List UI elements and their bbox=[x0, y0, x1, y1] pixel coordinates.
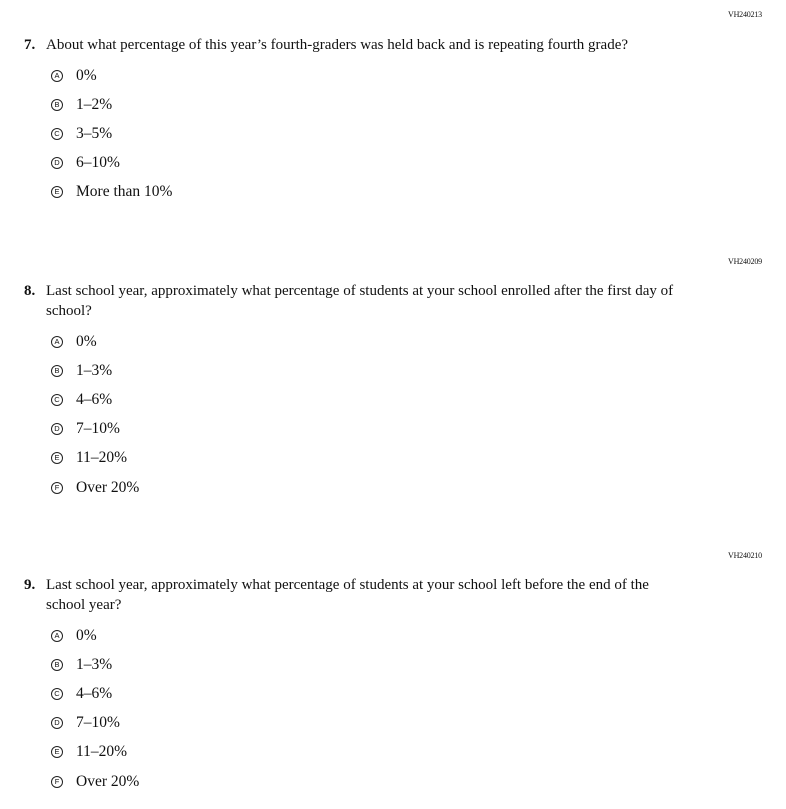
option-d[interactable]: D 6–10% bbox=[51, 149, 684, 178]
question-number: 9. bbox=[24, 577, 36, 593]
option-a[interactable]: A 0% bbox=[51, 327, 684, 356]
option-f[interactable]: F Over 20% bbox=[51, 767, 684, 796]
option-label: 1–3% bbox=[76, 361, 113, 379]
option-label: Over 20% bbox=[76, 478, 140, 496]
option-label: 7–10% bbox=[76, 420, 120, 438]
option-d[interactable]: D 7–10% bbox=[51, 709, 684, 738]
option-label: 6–10% bbox=[76, 154, 120, 172]
question-text: Last school year, approximately what per… bbox=[46, 577, 649, 613]
option-a[interactable]: A 0% bbox=[51, 61, 684, 90]
option-e[interactable]: E 11–20% bbox=[51, 738, 684, 767]
option-label: 11–20% bbox=[76, 743, 128, 761]
option-c[interactable]: C 3–5% bbox=[51, 119, 684, 148]
item-code: VH240209 bbox=[728, 257, 762, 266]
radio-bubble[interactable]: B bbox=[51, 658, 63, 671]
item-code: VH240210 bbox=[728, 551, 762, 560]
question-8: 8. Last school year, approximately what … bbox=[24, 281, 684, 506]
radio-bubble[interactable]: C bbox=[51, 393, 63, 406]
option-label: 3–5% bbox=[76, 124, 113, 142]
option-a[interactable]: A 0% bbox=[51, 621, 684, 650]
option-b[interactable]: B 1–3% bbox=[51, 650, 684, 679]
radio-bubble[interactable]: B bbox=[51, 364, 63, 377]
radio-bubble[interactable]: A bbox=[51, 69, 63, 82]
option-c[interactable]: C 4–6% bbox=[51, 679, 684, 708]
item-code: VH240213 bbox=[728, 10, 762, 19]
radio-bubble[interactable]: E bbox=[51, 186, 63, 199]
radio-bubble[interactable]: B bbox=[51, 98, 63, 111]
option-label: 4–6% bbox=[76, 390, 113, 408]
option-label: 4–6% bbox=[76, 684, 113, 702]
option-label: 1–3% bbox=[76, 655, 113, 673]
option-d[interactable]: D 7–10% bbox=[51, 415, 684, 444]
option-label: 7–10% bbox=[76, 714, 120, 732]
option-label: 1–2% bbox=[76, 95, 113, 113]
option-b[interactable]: B 1–3% bbox=[51, 356, 684, 385]
option-e[interactable]: E 11–20% bbox=[51, 444, 684, 473]
option-c[interactable]: C 4–6% bbox=[51, 385, 684, 414]
option-b[interactable]: B 1–2% bbox=[51, 90, 684, 119]
question-text: Last school year, approximately what per… bbox=[46, 283, 674, 319]
radio-bubble[interactable]: E bbox=[51, 452, 63, 465]
option-label: Over 20% bbox=[76, 772, 140, 790]
option-label: 11–20% bbox=[76, 449, 128, 467]
answer-options: A 0% B 1–3% C 4–6% D 7–10% E 11–20% F Over 20% bbox=[24, 327, 684, 502]
radio-bubble[interactable]: F bbox=[51, 481, 63, 494]
question-text: About what percentage of this year’s fou… bbox=[46, 37, 629, 53]
radio-bubble[interactable]: C bbox=[51, 687, 63, 700]
radio-bubble[interactable]: E bbox=[51, 746, 63, 759]
question-9: 9. Last school year, approximately what … bbox=[24, 575, 684, 800]
option-label: 0% bbox=[76, 626, 97, 644]
radio-bubble[interactable]: C bbox=[51, 127, 63, 140]
option-label: More than 10% bbox=[76, 183, 173, 201]
radio-bubble[interactable]: D bbox=[51, 157, 63, 170]
radio-bubble[interactable]: A bbox=[51, 629, 63, 642]
radio-bubble[interactable]: D bbox=[51, 717, 63, 730]
question-number: 8. bbox=[24, 283, 36, 299]
option-e[interactable]: E More than 10% bbox=[51, 178, 684, 207]
answer-options: A 0% B 1–2% C 3–5% D 6–10% E More than 10% bbox=[24, 61, 684, 207]
radio-bubble[interactable]: A bbox=[51, 335, 63, 348]
option-f[interactable]: F Over 20% bbox=[51, 473, 684, 502]
radio-bubble[interactable]: F bbox=[51, 775, 63, 788]
question-number: 7. bbox=[24, 37, 36, 53]
radio-bubble[interactable]: D bbox=[51, 423, 63, 436]
option-label: 0% bbox=[76, 66, 97, 84]
answer-options: A 0% B 1–3% C 4–6% D 7–10% E 11–20% F Over 20% bbox=[24, 621, 684, 796]
question-7: 7. About what percentage of this year’s … bbox=[24, 35, 684, 211]
option-label: 0% bbox=[76, 332, 97, 350]
